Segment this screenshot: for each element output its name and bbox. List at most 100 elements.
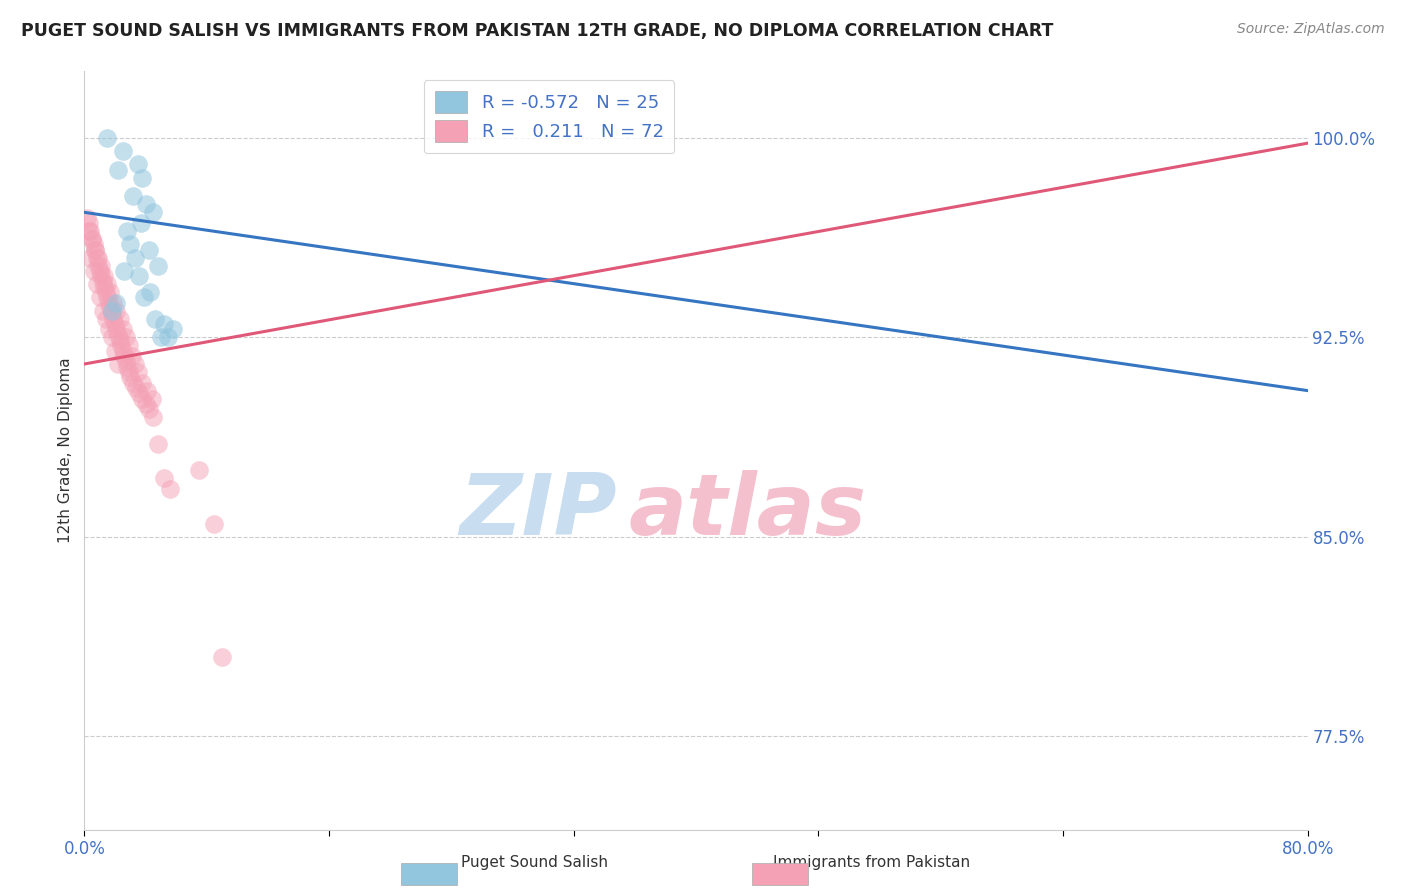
Point <box>91 303 114 318</box>
Point <box>149 330 172 344</box>
Point <box>122 189 145 203</box>
Point <box>94 285 117 300</box>
Point <box>153 317 176 331</box>
Point <box>103 311 125 326</box>
Point <box>94 311 117 326</box>
Text: Immigrants from Pakistan: Immigrants from Pakistan <box>773 855 970 870</box>
Point <box>105 295 128 310</box>
Point <box>96 131 118 145</box>
Text: Puget Sound Salish: Puget Sound Salish <box>461 855 607 870</box>
Point <box>90 269 112 284</box>
Point <box>125 381 148 395</box>
Text: ZIP: ZIP <box>458 469 616 553</box>
Point <box>84 243 107 257</box>
Point <box>139 285 162 300</box>
Point <box>91 275 114 289</box>
Point <box>107 327 129 342</box>
Point <box>132 291 155 305</box>
Point <box>86 251 108 265</box>
Point <box>138 243 160 257</box>
Point <box>188 463 211 477</box>
Point <box>104 317 127 331</box>
Point <box>96 291 118 305</box>
Point <box>159 482 181 496</box>
Point <box>101 303 124 318</box>
Point <box>79 251 101 265</box>
Point <box>202 516 225 531</box>
Point <box>124 357 146 371</box>
Point <box>120 370 142 384</box>
Point <box>142 410 165 425</box>
Point <box>162 322 184 336</box>
Point <box>80 232 103 246</box>
Point <box>98 301 121 315</box>
Point <box>83 264 105 278</box>
Point <box>103 295 125 310</box>
Point <box>111 343 134 358</box>
Text: PUGET SOUND SALISH VS IMMIGRANTS FROM PAKISTAN 12TH GRADE, NO DIPLOMA CORRELATIO: PUGET SOUND SALISH VS IMMIGRANTS FROM PA… <box>21 22 1053 40</box>
Point <box>122 376 145 390</box>
Point <box>105 303 128 318</box>
Point <box>79 224 101 238</box>
Point <box>141 392 163 406</box>
Point <box>87 251 110 265</box>
Point <box>120 237 142 252</box>
Text: atlas: atlas <box>628 469 868 553</box>
Point <box>118 338 141 352</box>
Point <box>131 376 153 390</box>
Point <box>135 197 157 211</box>
Point <box>84 243 107 257</box>
Point <box>93 280 115 294</box>
Point <box>128 269 150 284</box>
Point <box>96 277 118 292</box>
Point <box>90 259 112 273</box>
Point <box>89 291 111 305</box>
Point <box>93 269 115 284</box>
Point <box>86 277 108 292</box>
Point <box>101 306 124 320</box>
Point <box>142 205 165 219</box>
Point <box>111 144 134 158</box>
Point <box>101 330 124 344</box>
Point <box>105 322 128 336</box>
Point <box>89 264 111 278</box>
Legend: R = -0.572   N = 25, R =   0.211   N = 72: R = -0.572 N = 25, R = 0.211 N = 72 <box>423 80 675 153</box>
Point <box>83 237 105 252</box>
Point <box>111 322 134 336</box>
Point <box>112 349 135 363</box>
Point <box>77 224 100 238</box>
Point <box>131 392 153 406</box>
Point <box>114 330 136 344</box>
Point <box>87 259 110 273</box>
Point <box>211 649 233 664</box>
Y-axis label: 12th Grade, No Diploma: 12th Grade, No Diploma <box>58 358 73 543</box>
Point <box>97 295 120 310</box>
Point <box>118 365 141 379</box>
Point <box>135 397 157 411</box>
Point <box>136 384 159 398</box>
Point <box>114 354 136 368</box>
Point <box>112 264 135 278</box>
Point <box>121 349 143 363</box>
Point <box>124 251 146 265</box>
Point <box>98 285 121 300</box>
Point <box>157 330 180 344</box>
Point <box>153 471 176 485</box>
Point <box>143 311 166 326</box>
Text: Source: ZipAtlas.com: Source: ZipAtlas.com <box>1237 22 1385 37</box>
Point <box>77 216 100 230</box>
Point <box>76 211 98 225</box>
Point <box>146 437 169 451</box>
Point <box>127 157 149 171</box>
Point <box>110 338 132 352</box>
Point <box>115 359 138 374</box>
Point <box>115 224 138 238</box>
Point <box>138 402 160 417</box>
Point <box>108 333 131 347</box>
Point <box>97 322 120 336</box>
Point <box>146 259 169 273</box>
Point <box>107 162 129 177</box>
Point <box>104 343 127 358</box>
Point <box>127 365 149 379</box>
Point <box>107 357 129 371</box>
